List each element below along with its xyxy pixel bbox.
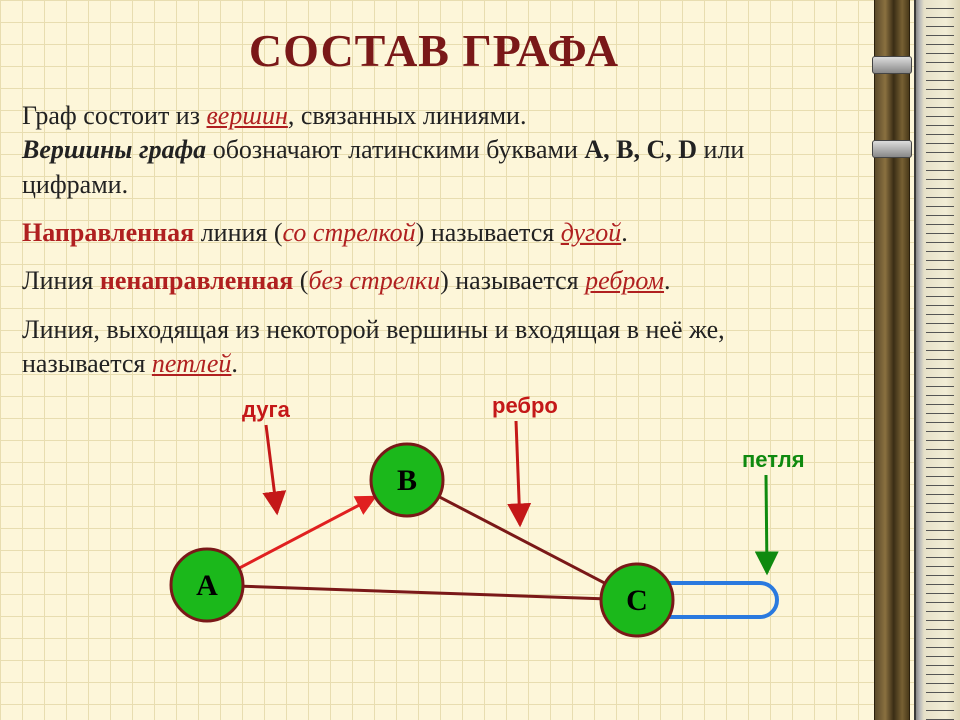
text-red: ненаправленная <box>100 266 293 295</box>
text: линия ( <box>194 218 282 247</box>
text: обозначают латинскими буквами <box>206 135 584 164</box>
edge-undirected <box>243 586 601 598</box>
paragraph-1: Граф состоит из вершин, связанных линиям… <box>22 99 846 202</box>
paragraph-3: Линия ненаправленная (без стрелки) назыв… <box>22 264 846 298</box>
term-vertices: вершин <box>207 101 288 130</box>
text-bold: A, B, C, D <box>584 135 697 164</box>
text-red: Направленная <box>22 218 194 247</box>
callout-label: дуга <box>242 397 291 422</box>
callout-arrow <box>766 475 767 573</box>
binding-clip <box>872 56 912 74</box>
text-red-italic: со стрелкой <box>283 218 416 247</box>
text: Граф состоит из <box>22 101 207 130</box>
text-red-italic: без стрелки <box>308 266 440 295</box>
text: , связанных линиями. <box>288 101 527 130</box>
callout-label: петля <box>742 447 805 472</box>
text: . <box>664 266 671 295</box>
slide-title: СОСТАВ ГРАФА <box>22 24 846 77</box>
diagram-svg: A B Cдуга ребро петля <box>22 395 842 655</box>
node-label-c: C <box>626 584 648 617</box>
text: . <box>231 349 238 378</box>
ruler-ticks <box>926 0 954 720</box>
paragraph-4: Линия, выходящая из некоторой вершины и … <box>22 313 846 382</box>
graph-diagram: A B Cдуга ребро петля <box>22 395 846 655</box>
text: Линия <box>22 266 100 295</box>
edge-arc <box>239 497 375 569</box>
edge-undirected <box>439 497 605 584</box>
callout-label: ребро <box>492 395 558 418</box>
term-arc: дугой <box>561 218 622 247</box>
binding-clip <box>872 140 912 158</box>
text: . <box>621 218 628 247</box>
term-edge: ребром <box>585 266 664 295</box>
ruler-decoration <box>914 0 960 720</box>
callout-arrow <box>516 421 520 525</box>
slide-content: СОСТАВ ГРАФА Граф состоит из вершин, свя… <box>0 0 868 720</box>
text: ) называется <box>440 266 585 295</box>
text: ( <box>293 266 308 295</box>
text: ) называется <box>416 218 561 247</box>
callout-arrow <box>266 425 277 513</box>
node-label-b: B <box>397 464 417 497</box>
node-label-a: A <box>196 569 218 602</box>
term-loop: петлей <box>152 349 232 378</box>
text-bold: Вершины графа <box>22 135 206 164</box>
text: Линия, выходящая из некоторой вершины и … <box>22 315 725 378</box>
paragraph-2: Направленная линия (со стрелкой) называе… <box>22 216 846 250</box>
notebook-binding <box>874 0 910 720</box>
